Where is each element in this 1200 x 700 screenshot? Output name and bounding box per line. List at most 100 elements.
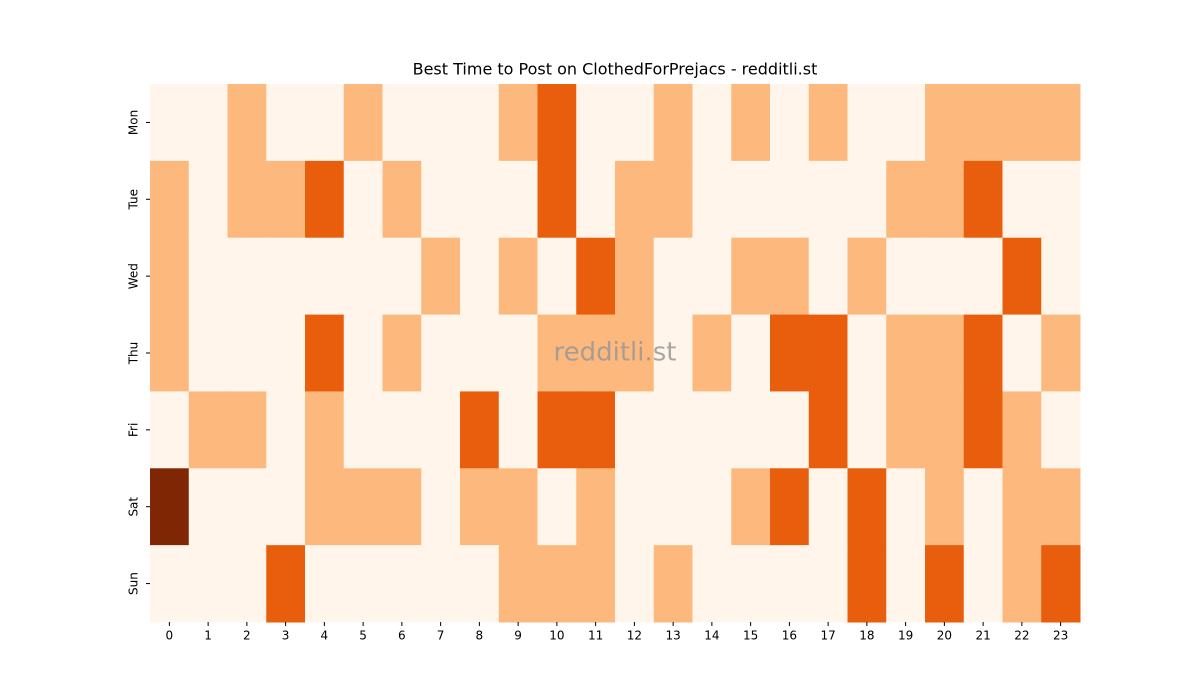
heatmap-cell (653, 391, 693, 469)
x-tick-label: 8 (476, 629, 484, 643)
x-tick-label: 20 (937, 629, 952, 643)
heatmap-cell (421, 237, 461, 316)
heatmap-cell (382, 468, 422, 546)
heatmap-cell (731, 391, 771, 469)
heatmap-cell (305, 237, 345, 316)
x-tick-label: 1 (204, 629, 212, 643)
heatmap-cell (925, 545, 965, 623)
heatmap-cell (1002, 545, 1042, 623)
heatmap-cell (731, 237, 771, 316)
heatmap-cell (886, 545, 926, 623)
heatmap-cell (537, 391, 577, 469)
heatmap-cell (498, 391, 538, 469)
heatmap-cell (382, 391, 422, 469)
heatmap-cell (266, 391, 306, 469)
heatmap-cell (692, 237, 732, 316)
heatmap-cell (1041, 314, 1081, 392)
heatmap-cell (266, 468, 306, 546)
heatmap-cell (188, 84, 228, 162)
heatmap-cell (460, 468, 500, 546)
heatmap-cell (266, 314, 306, 392)
heatmap-cell (925, 160, 965, 239)
heatmap-cell (343, 468, 383, 546)
heatmap-cell (150, 84, 190, 162)
x-tick-label: 7 (437, 629, 445, 643)
heatmap-cell (343, 160, 383, 239)
heatmap-cell (1041, 160, 1081, 239)
heatmap-cell (615, 468, 655, 546)
heatmap-cell (343, 545, 383, 623)
heatmap-cell (266, 160, 306, 239)
x-tick-label: 17 (820, 629, 835, 643)
heatmap-cell (653, 84, 693, 162)
heatmap-cell (963, 545, 1003, 623)
heatmap-cell (615, 237, 655, 316)
heatmap-cell (653, 545, 693, 623)
heatmap-cell (808, 468, 848, 546)
heatmap-cell (1041, 545, 1081, 623)
y-tick-label: Tue (127, 189, 141, 211)
heatmap-cell (498, 160, 538, 239)
heatmap-cell (498, 545, 538, 623)
heatmap-cell (963, 84, 1003, 162)
heatmap-cell (847, 391, 887, 469)
heatmap-cell (150, 237, 190, 316)
heatmap-cell (847, 314, 887, 392)
heatmap-cell (770, 545, 810, 623)
heatmap-cell (343, 391, 383, 469)
heatmap-cell (460, 237, 500, 316)
heatmap-cell (653, 237, 693, 316)
heatmap-cell (537, 545, 577, 623)
heatmap-cell (886, 160, 926, 239)
x-tick-label: 12 (627, 629, 642, 643)
x-tick-label: 6 (398, 629, 406, 643)
heatmap-cell (498, 237, 538, 316)
y-tick-label: Mon (127, 110, 141, 135)
heatmap-cell (770, 391, 810, 469)
heatmap-cell (382, 545, 422, 623)
heatmap-cell (421, 314, 461, 392)
heatmap-cell (305, 391, 345, 469)
heatmap-cell (692, 391, 732, 469)
heatmap-cell (421, 160, 461, 239)
chart-title: Best Time to Post on ClothedForPrejacs -… (413, 60, 818, 79)
heatmap-cell (460, 160, 500, 239)
heatmap-cell (266, 545, 306, 623)
heatmap-cell (1002, 314, 1042, 392)
heatmap-cell (925, 237, 965, 316)
heatmap-cell (150, 160, 190, 239)
heatmap-cell (692, 84, 732, 162)
heatmap-cell (770, 237, 810, 316)
x-tick-label: 4 (321, 629, 329, 643)
heatmap-cell (963, 160, 1003, 239)
heatmap-cell (227, 84, 267, 162)
heatmap-cell (770, 468, 810, 546)
heatmap-cell (770, 160, 810, 239)
heatmap-cell (188, 545, 228, 623)
x-tick-label: 15 (743, 629, 758, 643)
heatmap-cell (498, 84, 538, 162)
heatmap-cell (576, 314, 616, 392)
heatmap-cell (305, 160, 345, 239)
heatmap-cell (808, 84, 848, 162)
x-tick-label: 13 (665, 629, 680, 643)
heatmap-cell (963, 237, 1003, 316)
heatmap-cell (886, 84, 926, 162)
x-tick-label: 5 (359, 629, 367, 643)
heatmap-cell (1002, 237, 1042, 316)
heatmap-cell (692, 160, 732, 239)
heatmap-cell (537, 237, 577, 316)
heatmap-cell (615, 160, 655, 239)
x-tick-label: 22 (1014, 629, 1029, 643)
heatmap-cell (150, 391, 190, 469)
heatmap-cell (150, 468, 190, 546)
heatmap-cell (1002, 160, 1042, 239)
heatmap-cell (847, 160, 887, 239)
heatmap-cell (576, 545, 616, 623)
heatmap-cell (421, 84, 461, 162)
heatmap-cell (576, 468, 616, 546)
heatmap-cell (460, 314, 500, 392)
x-tick-label: 16 (782, 629, 797, 643)
heatmap-cell (537, 314, 577, 392)
x-tick-label: 11 (588, 629, 603, 643)
